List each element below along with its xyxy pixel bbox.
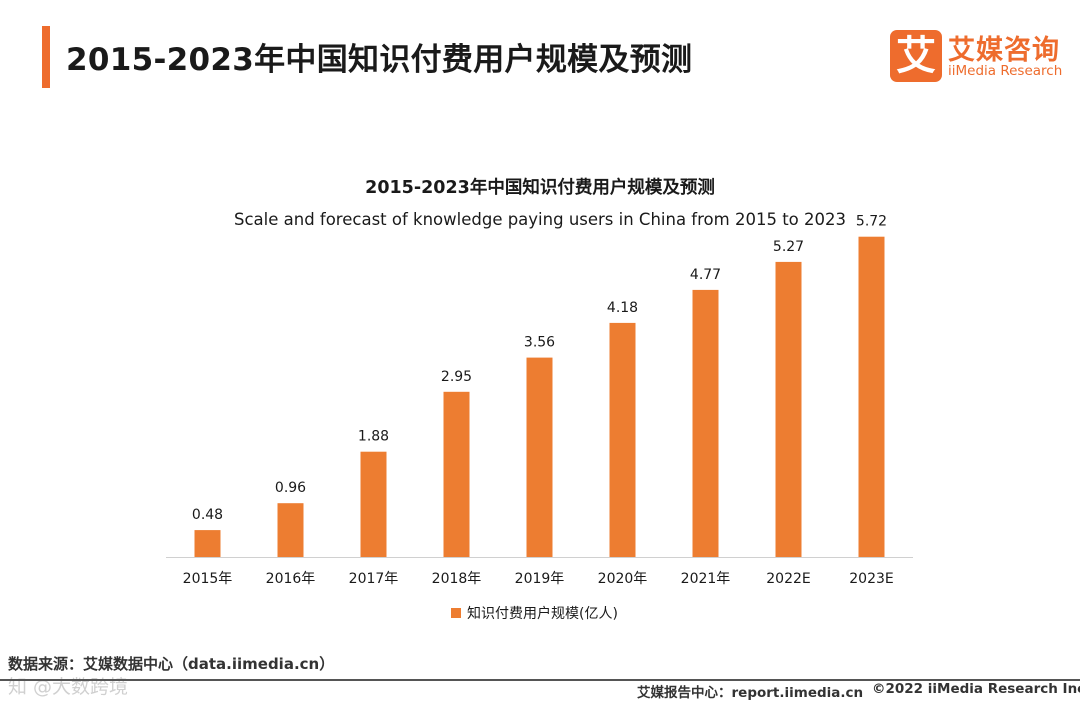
footer-report-link[interactable]: 艾媒报告中心：report.iimedia.cn (637, 685, 864, 701)
bar-3 (443, 391, 470, 557)
bar-0 (194, 530, 221, 557)
bar-value-label-2: 1.88 (358, 429, 389, 445)
watermark: 知 @大数跨境 (8, 676, 129, 698)
bar-7 (775, 261, 802, 557)
chart-subtitle: Scale and forecast of knowledge paying u… (234, 210, 846, 229)
chart-title: 2015-2023年中国知识付费用户规模及预测 (365, 177, 715, 198)
x-tick-label-7: 2022E (766, 571, 810, 587)
bar-value-label-8: 5.72 (856, 214, 887, 230)
bar-value-label-7: 5.27 (773, 239, 804, 255)
logo-name-cn: 艾媒咨询 (948, 35, 1060, 66)
bar-value-label-3: 2.95 (441, 369, 472, 385)
bar-value-label-4: 3.56 (524, 335, 555, 351)
logo-name-en: iiMedia Research (948, 63, 1063, 79)
footer-copyright: ©2022 iiMedia Research Inc (872, 681, 1080, 697)
x-tick-label-2: 2017年 (349, 571, 399, 587)
x-tick-label-4: 2019年 (515, 571, 565, 587)
bar-value-label-5: 4.18 (607, 300, 638, 316)
x-tick-label-5: 2020年 (598, 571, 648, 587)
brand-logo: 艾 艾媒咨询 iiMedia Research (890, 30, 1065, 82)
bar-value-label-1: 0.96 (275, 480, 306, 496)
bar-4 (526, 357, 553, 557)
x-tick-label-0: 2015年 (183, 571, 233, 587)
x-tick-label-6: 2021年 (681, 571, 731, 587)
legend-label: 知识付费用户规模(亿人) (467, 605, 618, 622)
data-source: 数据来源：艾媒数据中心（data.iimedia.cn） (8, 655, 335, 673)
bar-6 (692, 289, 719, 557)
footer-divider (0, 679, 1080, 681)
bar-2 (360, 451, 387, 557)
title-accent-bar (42, 26, 50, 88)
bar-8 (858, 236, 885, 557)
bar-value-label-0: 0.48 (192, 507, 223, 523)
page-title: 2015-2023年中国知识付费用户规模及预测 (66, 42, 693, 78)
legend: 知识付费用户规模(亿人) (451, 605, 618, 622)
bar-value-label-6: 4.77 (690, 267, 721, 283)
logo-mark-icon: 艾 (890, 30, 942, 82)
x-tick-label-1: 2016年 (266, 571, 316, 587)
legend-swatch (451, 608, 461, 618)
bar-5 (609, 322, 636, 557)
bar-chart: 2015-2023年中国知识付费用户规模及预测 Scale and foreca… (166, 177, 913, 622)
bar-1 (277, 503, 304, 557)
x-tick-label-3: 2018年 (432, 571, 482, 587)
x-tick-label-8: 2023E (849, 571, 893, 587)
